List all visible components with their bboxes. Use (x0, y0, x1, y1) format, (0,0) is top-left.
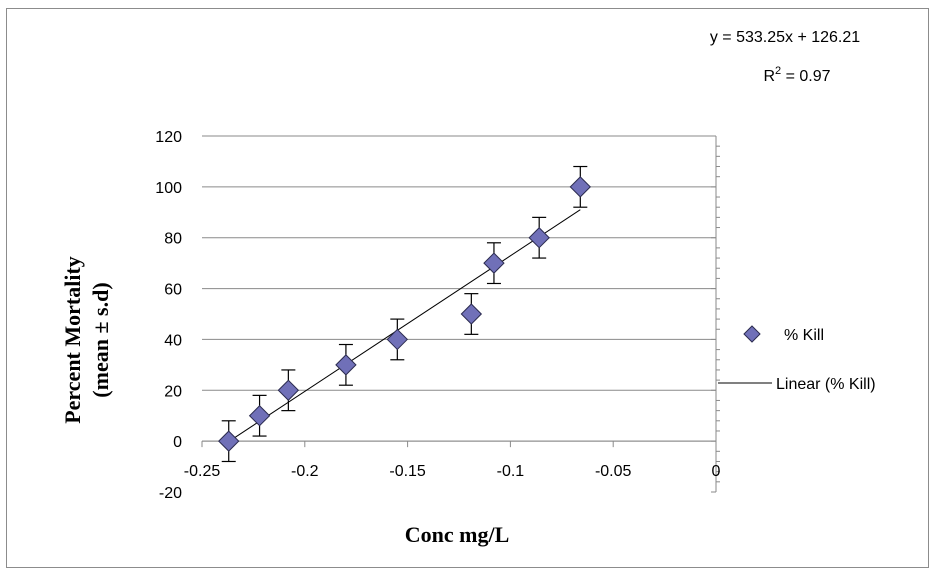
data-point-diamond (386, 328, 409, 351)
data-point-diamond (335, 354, 357, 376)
x-tick-label: -0.2 (291, 463, 319, 480)
legend-kill-label: % Kill (784, 327, 824, 344)
trendline-group (228, 209, 581, 442)
data-point-diamond (528, 227, 550, 249)
x-tick-label: 0 (712, 463, 721, 480)
data-point-diamond (569, 176, 592, 198)
gridlines (202, 135, 716, 442)
r-squared: R2 = 0.97 (763, 65, 830, 85)
y-axis-title-line2: (mean ± s.d) (88, 282, 113, 397)
y-tick-label: 120 (155, 129, 182, 146)
data-point-diamond (248, 405, 271, 427)
error-bars (221, 165, 588, 463)
legend-diamond-icon (743, 325, 761, 343)
data-point-diamond (483, 252, 505, 274)
y-axis-title-line1: Percent Mortality (60, 256, 85, 424)
y-tick-label: 100 (155, 180, 182, 197)
x-tick-label: -0.15 (389, 463, 426, 480)
data-point-diamond (218, 430, 240, 452)
x-tick-label: -0.05 (595, 463, 632, 480)
legend-linear-label: Linear (% Kill) (776, 376, 876, 393)
chart-frame (6, 8, 929, 568)
trend-equation: y = 533.25x + 126.21 (710, 29, 860, 46)
data-point-diamond (460, 303, 483, 325)
y-tick-label: 80 (164, 231, 182, 248)
tick-labels: -20 0 20 40 60 80 100 120 -0.25 -0.2 -0.15 -0.1 -0.0… (155, 129, 720, 502)
y-tick-label: 60 (164, 282, 182, 299)
data-points (218, 176, 592, 452)
legend: % Kill Linear (% Kill) (718, 325, 876, 393)
y-tick-label: 40 (164, 332, 182, 349)
x-tick-label: -0.25 (184, 463, 221, 480)
y-tick-label: -20 (159, 485, 182, 502)
x-tick-label: -0.1 (497, 463, 525, 480)
y-tick-label: 0 (173, 434, 182, 451)
axes (201, 135, 720, 493)
y-tick-label: 20 (164, 383, 182, 400)
x-axis-title: Conc mg/L (405, 522, 510, 547)
trendline (228, 209, 581, 442)
data-point-diamond (277, 379, 300, 401)
